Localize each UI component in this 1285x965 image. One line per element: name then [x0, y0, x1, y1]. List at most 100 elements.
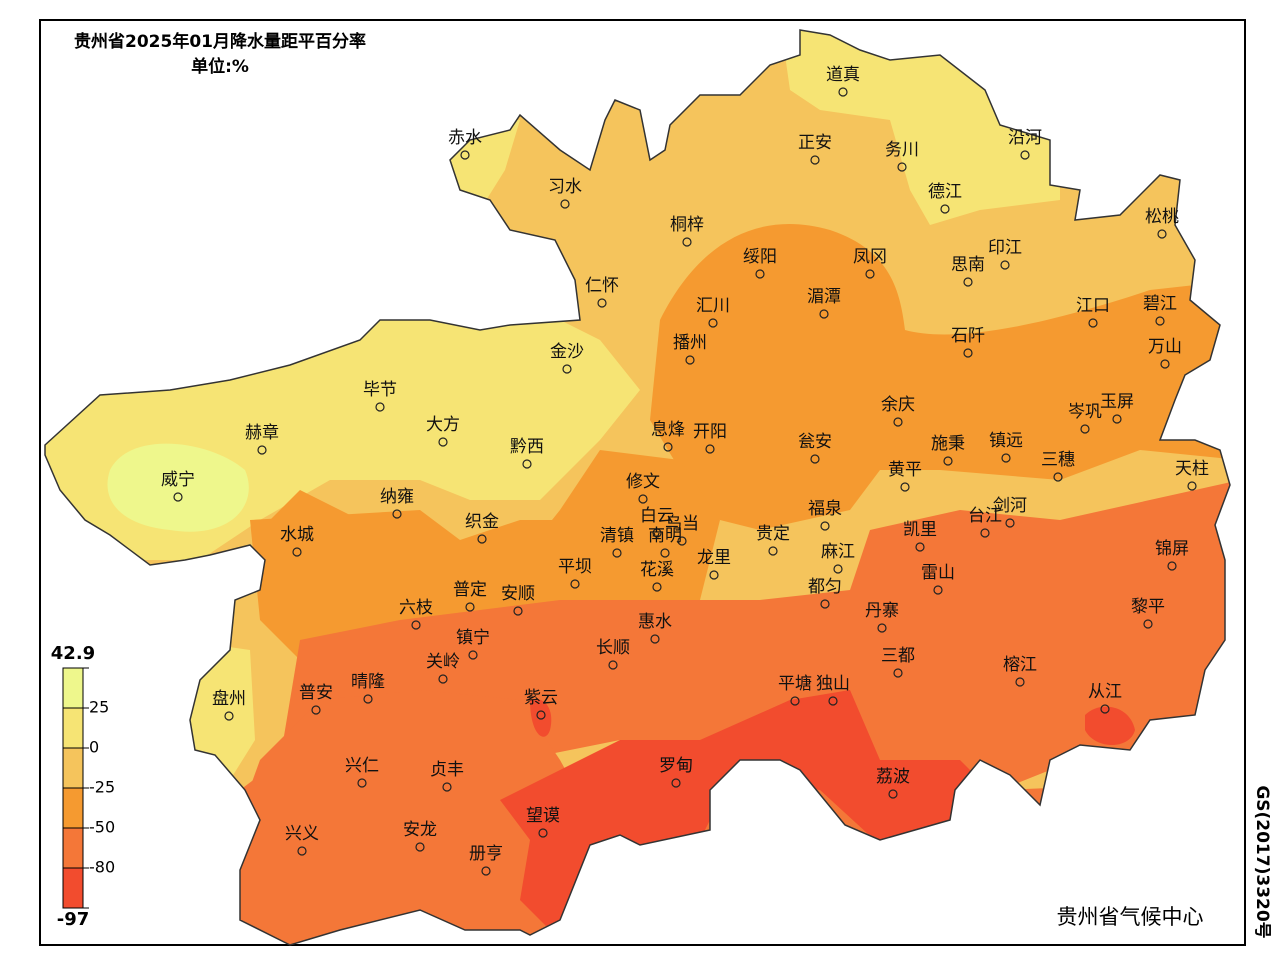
place-dot — [819, 309, 829, 319]
place-dot — [442, 782, 452, 792]
map-title: 贵州省2025年01月降水量距平百分率 — [74, 31, 366, 52]
place-dot — [173, 492, 183, 502]
place-dot — [1100, 704, 1110, 714]
place-dot — [415, 842, 425, 852]
place-dot — [597, 298, 607, 308]
place-label: 龙里 — [697, 548, 731, 568]
place-dot — [755, 269, 765, 279]
place-label: 雷山 — [921, 563, 955, 583]
place-dot — [560, 199, 570, 209]
place-label: 晴隆 — [351, 672, 385, 692]
place-dot — [468, 650, 478, 660]
place-dot — [893, 668, 903, 678]
legend-swatch — [62, 667, 84, 709]
place-label: 凤冈 — [853, 247, 887, 267]
place-label: 碧江 — [1143, 294, 1177, 314]
place-label: 江口 — [1076, 296, 1110, 316]
place-label: 贞丰 — [430, 760, 464, 780]
place-dot — [893, 417, 903, 427]
place-dot — [933, 585, 943, 595]
place-dot — [481, 866, 491, 876]
place-dot — [650, 634, 660, 644]
legend-tick-label: 42.9 — [51, 643, 95, 664]
place-label: 长顺 — [596, 638, 630, 658]
place-dot — [375, 402, 385, 412]
place-dot — [963, 277, 973, 287]
legend-tick-label: -80 — [89, 858, 115, 877]
place-label: 三都 — [881, 646, 915, 666]
legend-swatch — [62, 827, 84, 869]
place-label: 镇远 — [989, 431, 1023, 451]
legend-swatch — [62, 707, 84, 749]
place-dot — [1000, 260, 1010, 270]
place-dot — [513, 606, 523, 616]
place-dot — [820, 521, 830, 531]
place-dot — [357, 778, 367, 788]
place-dot — [705, 444, 715, 454]
place-dot — [1143, 619, 1153, 629]
place-label: 德江 — [928, 182, 962, 202]
place-dot — [465, 602, 475, 612]
place-label: 荔波 — [876, 767, 910, 787]
place-dot — [477, 534, 487, 544]
place-label: 播州 — [673, 333, 707, 353]
place-label: 岑巩 — [1068, 402, 1102, 422]
place-dot — [1167, 561, 1177, 571]
place-dot — [1020, 150, 1030, 160]
place-dot — [1112, 414, 1122, 424]
legend-tick-label: -97 — [57, 909, 90, 930]
precip-band — [500, 690, 990, 940]
place-label: 大方 — [426, 415, 460, 435]
place-label: 白云 — [640, 506, 674, 526]
place-dot — [660, 548, 670, 558]
place-label: 六枝 — [399, 598, 433, 618]
place-label: 习水 — [548, 177, 582, 197]
place-label: 玉屏 — [1100, 392, 1134, 412]
place-label: 关岭 — [426, 652, 460, 672]
place-label: 兴仁 — [345, 756, 379, 776]
place-label: 纳雍 — [380, 487, 414, 507]
place-dot — [708, 318, 718, 328]
place-label: 仁怀 — [585, 276, 619, 296]
precip-band — [650, 224, 1230, 530]
place-label: 汇川 — [696, 296, 730, 316]
place-dot — [392, 509, 402, 519]
legend-swatch — [62, 747, 84, 789]
place-dot — [612, 548, 622, 558]
precip-band — [1085, 706, 1135, 745]
unit-label: 单位:% — [191, 56, 249, 77]
place-dot — [570, 579, 580, 589]
place-dot — [677, 536, 687, 546]
place-dot — [460, 150, 470, 160]
place-dot — [562, 364, 572, 374]
place-dot — [257, 445, 267, 455]
place-dot — [810, 454, 820, 464]
place-dot — [1080, 424, 1090, 434]
place-label: 赤水 — [448, 128, 482, 148]
place-dot — [865, 269, 875, 279]
place-label: 黔西 — [510, 437, 544, 457]
place-dot — [1005, 518, 1015, 528]
place-dot — [1160, 359, 1170, 369]
place-label: 兴义 — [285, 824, 319, 844]
place-dot — [838, 87, 848, 97]
place-label: 普定 — [453, 580, 487, 600]
place-dot — [522, 459, 532, 469]
place-label: 施秉 — [931, 434, 965, 454]
place-label: 册亨 — [469, 844, 503, 864]
place-label: 开阳 — [693, 422, 727, 442]
place-label: 剑河 — [993, 496, 1027, 516]
place-label: 石阡 — [951, 326, 985, 346]
place-label: 紫云 — [524, 688, 558, 708]
place-dot — [980, 528, 990, 538]
place-label: 思南 — [951, 255, 985, 275]
place-label: 万山 — [1148, 337, 1182, 357]
map-number: GS(2017)3320号 — [1252, 785, 1272, 938]
place-dot — [877, 623, 887, 633]
place-label: 水城 — [280, 525, 314, 545]
place-dot — [820, 599, 830, 609]
place-label: 道真 — [826, 65, 860, 85]
place-label: 修文 — [626, 472, 660, 492]
